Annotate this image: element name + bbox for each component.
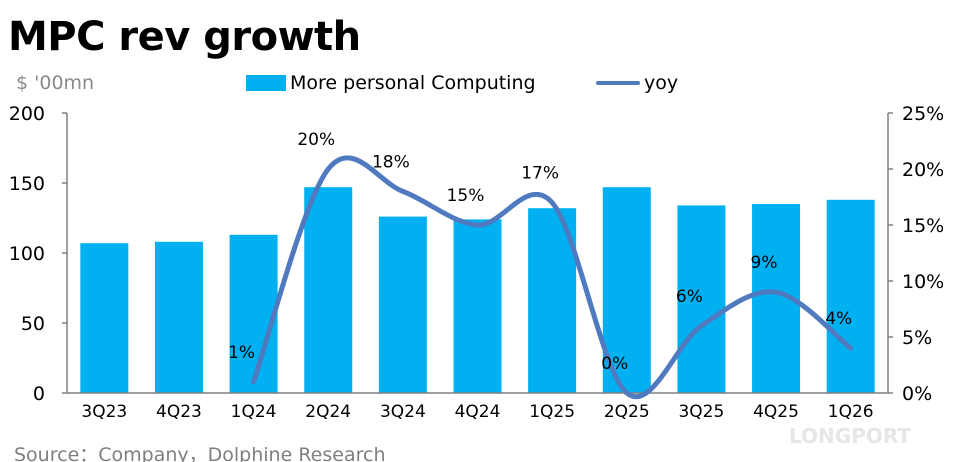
- left-tick-label: 150: [9, 173, 45, 195]
- x-tick-label: 1Q26: [828, 402, 874, 422]
- watermark-logo: LONGPORT: [789, 424, 911, 448]
- x-tick-label: 1Q24: [231, 402, 277, 422]
- right-tick-label: 10%: [902, 271, 944, 293]
- x-tick-label: 2Q25: [604, 402, 650, 422]
- x-tick-label: 1Q25: [529, 402, 575, 422]
- bar-3Q24: [378, 216, 427, 393]
- bar-3Q25: [677, 205, 726, 393]
- legend-label-bar: More personal Computing: [290, 72, 536, 94]
- yoy-data-label: 20%: [297, 130, 335, 150]
- left-tick-label: 200: [9, 103, 45, 125]
- right-tick-label: 15%: [902, 215, 944, 237]
- bar-3Q23: [80, 243, 129, 393]
- x-tick-label: 4Q23: [156, 402, 202, 422]
- yoy-data-label: 6%: [676, 287, 703, 307]
- left-tick-label: 100: [9, 243, 45, 265]
- x-tick-label: 3Q24: [380, 402, 426, 422]
- left-tick-label: 0: [33, 383, 45, 405]
- yoy-data-label: 17%: [521, 164, 559, 184]
- legend-label-line: yoy: [644, 72, 679, 94]
- legend-swatch-line: [596, 81, 640, 85]
- right-tick-label: 20%: [902, 159, 944, 181]
- bar-2Q24: [304, 187, 353, 393]
- yoy-data-label: 15%: [447, 186, 485, 206]
- legend-item-line: yoy: [596, 72, 678, 94]
- yoy-data-label: 1%: [228, 343, 255, 363]
- legend-swatch-bar: [246, 75, 286, 91]
- bar-1Q24: [229, 234, 278, 393]
- x-tick-label: 4Q24: [455, 402, 501, 422]
- bar-1Q26: [826, 199, 875, 393]
- x-tick-label: 3Q23: [81, 402, 127, 422]
- chart-title: MPC rev growth: [8, 14, 361, 60]
- x-tick-label: 2Q24: [305, 402, 351, 422]
- unit-label: $ '00mn: [16, 72, 95, 94]
- x-tick-label: 3Q25: [678, 402, 724, 422]
- right-tick-label: 0%: [902, 383, 932, 405]
- yoy-data-label: 4%: [825, 309, 852, 329]
- bar-4Q24: [453, 219, 502, 393]
- x-tick-label: 4Q25: [753, 402, 799, 422]
- right-tick-label: 5%: [902, 327, 932, 349]
- yoy-data-label: 9%: [751, 253, 778, 273]
- yoy-data-label: 18%: [372, 152, 410, 172]
- right-tick-label: 25%: [902, 103, 944, 125]
- legend-item-bar: More personal Computing: [246, 72, 536, 94]
- bar-4Q23: [154, 241, 203, 393]
- yoy-data-label: 0%: [601, 354, 628, 374]
- left-tick-label: 50: [21, 313, 45, 335]
- source-note: Source：Company，Dolphine Research: [14, 444, 386, 462]
